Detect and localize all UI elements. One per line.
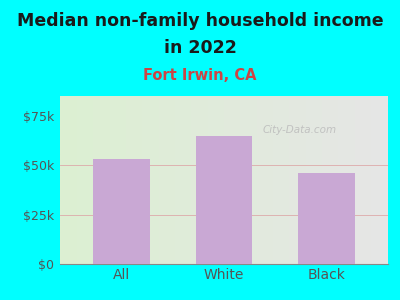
- Bar: [93, 159, 150, 264]
- Text: City-Data.com: City-Data.com: [262, 124, 336, 135]
- Bar: [196, 136, 252, 264]
- Bar: [298, 173, 355, 264]
- Text: Median non-family household income: Median non-family household income: [17, 12, 383, 30]
- Text: Fort Irwin, CA: Fort Irwin, CA: [143, 68, 257, 82]
- Text: in 2022: in 2022: [164, 39, 236, 57]
